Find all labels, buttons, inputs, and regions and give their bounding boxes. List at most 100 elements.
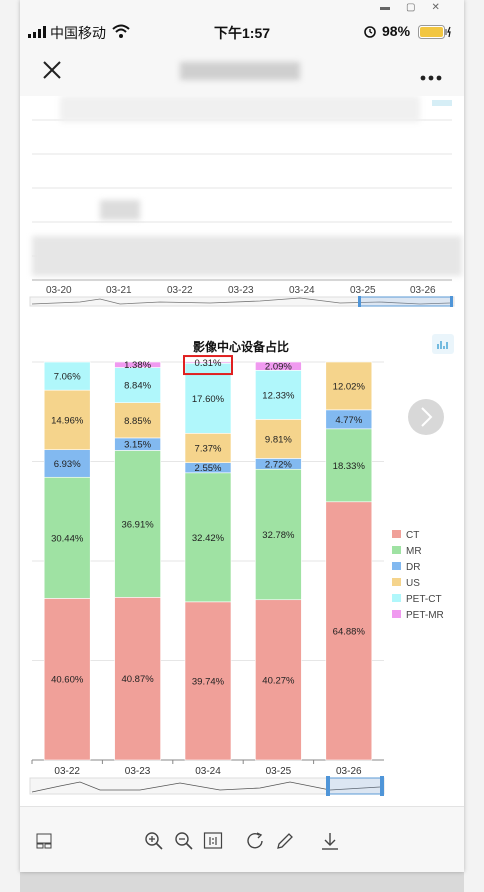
legend-swatch[interactable] [392,530,401,538]
bar-segment[interactable] [325,428,373,503]
legend-label[interactable]: PET-CT [406,594,442,605]
top-chart-x-axis: 03-20 03-21 03-22 03-23 03-24 03-25 03-2… [36,285,456,297]
bar-segment[interactable] [255,419,302,459]
bar-segment[interactable] [43,361,91,391]
layout-icon[interactable] [36,833,52,854]
bar-segment[interactable] [114,597,161,761]
top-x-label: 03-26 [410,285,436,296]
blurred-title [180,62,300,80]
bottom-toolbar [20,806,464,872]
top-x-label: 03-20 [46,285,72,296]
bar-segment[interactable] [325,361,373,411]
bar-segment[interactable] [325,501,373,761]
chart-title: 影像中心设备占比 [193,339,289,354]
bar-segment[interactable] [255,468,302,601]
legend-swatch[interactable] [392,610,401,618]
bar-value-label: 14.96% [51,415,84,426]
legend-label[interactable]: CT [406,530,419,541]
clock-label: 下午1:57 [214,25,271,41]
more-options-icon[interactable] [420,68,442,86]
close-icon[interactable] [42,60,62,85]
wifi-icon [112,24,130,42]
bar-segment[interactable] [255,599,302,761]
zoom-in-icon[interactable] [144,831,164,856]
bar-segment[interactable] [255,370,302,420]
top-chart-zoom-slider[interactable] [20,296,464,308]
phone-screen: 中国移动 下午1:57 98% ▬ ▢ ✕ [20,0,464,872]
legend-label[interactable]: DR [406,562,420,573]
bar-value-label: 12.33% [262,390,295,401]
legend-swatch[interactable] [392,562,401,570]
bar-value-label: 40.87% [121,674,154,685]
bar-value-label: 9.81% [265,434,292,445]
maximize-icon[interactable]: ▢ [406,2,416,13]
blurred-region-2 [100,200,140,220]
blurred-region-3 [32,236,462,276]
alarm-icon [363,24,377,42]
background-right-window [464,0,484,892]
bar-segment[interactable] [114,361,161,368]
carrier-label: 中国移动 [50,25,106,41]
chart-toolbox-icon[interactable] [432,334,454,354]
top-chart: 03-20 03-21 03-22 03-23 03-24 03-25 03-2… [20,96,464,308]
bar-segment[interactable] [184,433,232,463]
background-left-window [0,0,20,892]
bar-segment[interactable] [43,476,91,599]
bar-value-label: 39.74% [192,676,225,687]
legend-label[interactable]: US [406,578,420,589]
top-x-label: 03-22 [167,285,193,296]
battery-icon [418,25,452,43]
page-content: 03-20 03-21 03-22 03-23 03-24 03-25 03-2… [20,96,464,806]
bar-segment[interactable] [184,472,232,603]
bar-segment[interactable] [114,450,161,598]
top-x-label: 03-23 [228,285,254,296]
top-chart-svg [32,100,452,281]
bar-segment[interactable] [43,598,91,761]
bar-value-label: 17.60% [192,394,225,405]
battery-percent: 98% [382,23,411,39]
bar-value-label: 8.84% [124,381,151,392]
bar-value-label: 7.37% [195,443,222,454]
download-icon[interactable] [320,831,340,856]
bar-segment[interactable] [114,402,161,439]
bar-value-label: 40.27% [262,675,295,686]
bar-value-label: 36.91% [121,519,154,530]
bar-value-label: 30.44% [51,533,84,544]
bar-segment[interactable] [43,449,91,478]
bar-value-label: 18.33% [333,461,366,472]
top-x-label: 03-21 [106,285,132,296]
equipment-share-chart: 影像中心设备占比 40.60% 30.44% 6.93% 14.96% 7.06% 40.… [29,334,454,796]
chart-zoom-slider[interactable] [29,776,385,796]
edit-pencil-icon[interactable] [275,831,295,856]
top-x-label: 03-25 [350,285,376,296]
bar-value-label: 12.02% [333,381,366,392]
bar-segment[interactable] [255,361,302,371]
bar-value-label: 64.88% [333,626,366,637]
bar-segment[interactable] [43,389,91,450]
rotate-icon[interactable] [246,831,266,856]
top-x-label: 03-24 [289,285,315,296]
title-bar [20,44,464,96]
bar-segment[interactable] [114,367,161,403]
bar-value-label: 0.31% [195,358,222,369]
next-page-button[interactable] [408,399,444,435]
actual-size-icon[interactable] [203,831,223,856]
legend-swatch[interactable] [392,594,401,602]
legend-label[interactable]: PET-MR [406,610,444,621]
signal-icon [28,25,48,42]
bar-value-label: 8.85% [124,416,151,427]
bar-value-label: 4.77% [335,415,362,426]
status-bar: 中国移动 下午1:57 98% ▬ ▢ ✕ [20,0,464,44]
x-axis-label: 03-26 [336,766,362,777]
x-axis-label: 03-24 [195,766,221,777]
legend-swatch[interactable] [392,578,401,586]
legend-label[interactable]: MR [406,546,422,557]
x-axis-label: 03-22 [54,766,80,777]
bar-value-label: 32.78% [262,530,295,541]
zoom-out-icon[interactable] [174,831,194,856]
bar-value-label: 3.15% [124,440,151,451]
x-axis-label: 03-25 [266,766,292,777]
minimize-icon[interactable]: ▬ [380,2,390,13]
legend-swatch[interactable] [392,546,401,554]
close-window-icon[interactable]: ✕ [431,2,440,13]
